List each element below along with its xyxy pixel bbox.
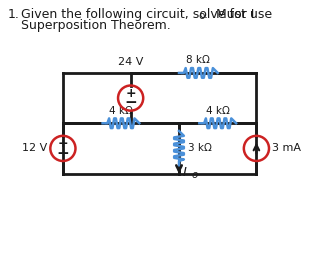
- Text: +: +: [125, 87, 136, 100]
- Text: 3 kΩ: 3 kΩ: [188, 143, 211, 153]
- Text: 24 V: 24 V: [118, 57, 143, 67]
- Text: 4 kΩ: 4 kΩ: [206, 105, 230, 116]
- Text: 1.: 1.: [8, 8, 20, 21]
- Text: 12 V: 12 V: [22, 143, 47, 153]
- Text: Superposition Theorem.: Superposition Theorem.: [21, 19, 171, 32]
- Text: I: I: [183, 166, 187, 179]
- Text: o: o: [198, 11, 205, 21]
- Text: .  Must use: . Must use: [204, 8, 272, 21]
- Text: −: −: [57, 146, 69, 161]
- Text: 3 mA: 3 mA: [272, 143, 301, 153]
- Text: Given the following circuit, solve for I: Given the following circuit, solve for I: [21, 8, 255, 21]
- Text: 4 kΩ: 4 kΩ: [109, 105, 133, 116]
- Text: 8 kΩ: 8 kΩ: [186, 55, 210, 65]
- Text: −: −: [124, 96, 137, 110]
- Text: o: o: [192, 170, 198, 181]
- Text: +: +: [58, 137, 68, 150]
